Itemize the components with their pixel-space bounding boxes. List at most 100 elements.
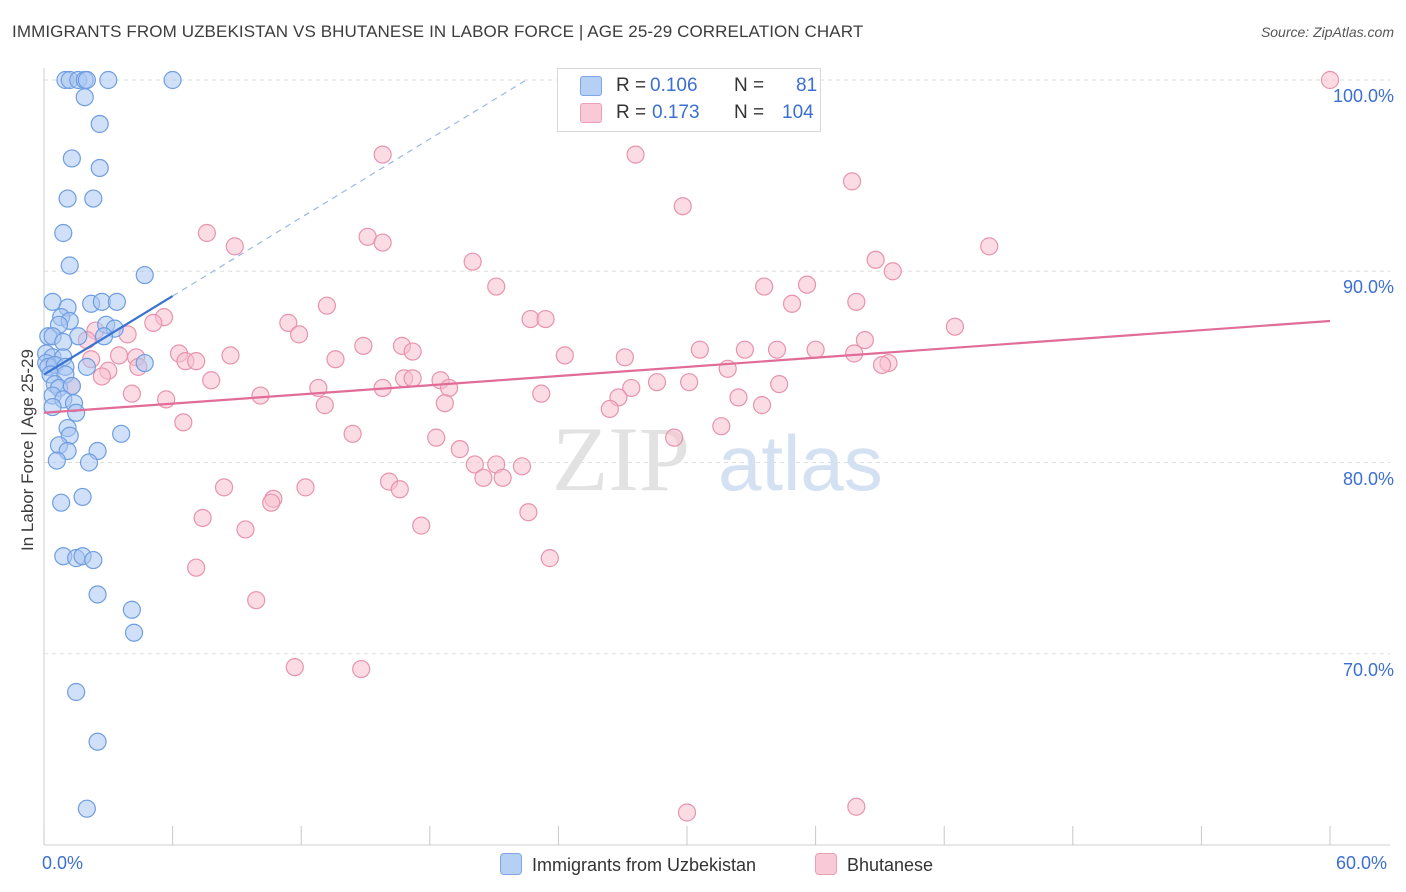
bhutanese-point xyxy=(782,294,802,313)
bhutanese-point xyxy=(174,413,193,432)
bhutanese-point xyxy=(317,296,337,315)
uzbekistan-point xyxy=(62,149,81,168)
bhutanese-point xyxy=(712,417,731,436)
bhutanese-point xyxy=(770,374,789,394)
bhutanese-point xyxy=(144,313,163,332)
uzbekistan-point xyxy=(77,70,96,90)
bhutanese-point xyxy=(752,396,772,415)
uzbekistan-point xyxy=(90,158,109,178)
bhutanese-point xyxy=(251,386,270,405)
bhutanese-point xyxy=(187,558,206,577)
bhutanese-point xyxy=(532,384,551,403)
uzbekistan-point xyxy=(58,189,77,208)
gridlines xyxy=(44,79,1390,655)
bhutanese-point xyxy=(622,378,641,398)
uzbekistan-point xyxy=(112,424,131,443)
bhutanese-point xyxy=(1320,70,1340,90)
uzbekistan-point xyxy=(67,403,86,422)
bhutanese-point xyxy=(855,331,874,350)
bhutanese-point xyxy=(403,342,422,361)
uzbekistan-trend-extension xyxy=(172,79,527,297)
bhutanese-point xyxy=(289,325,309,344)
bhutanese-point xyxy=(600,399,619,419)
bhutanese-point xyxy=(665,428,684,447)
bhutanese-point xyxy=(735,340,754,359)
uzbekistan-point xyxy=(54,332,73,352)
bhutanese-point xyxy=(193,508,212,528)
uzbekistan-point xyxy=(99,70,118,90)
uzbekistan-point xyxy=(163,70,182,90)
legend-r-label: R = xyxy=(616,75,647,96)
bhutanese-point xyxy=(806,340,825,359)
bhutanese-point xyxy=(439,378,459,398)
bhutanese-point xyxy=(326,350,345,369)
bhutanese-point xyxy=(427,428,446,447)
uzbekistan-point xyxy=(52,493,71,512)
legend-n-value: 81 xyxy=(796,75,818,96)
bhutanese-point xyxy=(615,348,634,367)
bhutanese-point xyxy=(465,455,484,474)
bhutanese-point xyxy=(842,172,862,191)
bottom-legend-label-bhutanese: Bhutanese xyxy=(847,855,934,875)
bhutanese-trend-line xyxy=(43,319,1331,414)
bhutanese-point xyxy=(519,503,538,522)
bhutanese-point xyxy=(677,803,697,822)
watermark-zip: ZIP xyxy=(552,408,690,510)
chart-title: IMMIGRANTS FROM UZBEKISTAN VS BHUTANESE … xyxy=(12,22,864,41)
x-tick-label-left: 0.0% xyxy=(42,853,84,873)
uzbekistan-point xyxy=(77,357,96,376)
bhutanese-point xyxy=(673,197,692,216)
bhutanese-point xyxy=(262,493,281,512)
uzbekistan-point xyxy=(73,487,92,507)
legend-n-label: N = xyxy=(734,75,765,96)
bhutanese-point xyxy=(315,396,334,415)
bhutanese-point xyxy=(236,520,255,539)
bottom-legend-swatch-pink xyxy=(815,853,837,875)
bhutanese-point xyxy=(980,237,999,256)
bhutanese-point xyxy=(872,355,892,375)
bhutanese-point xyxy=(343,424,362,443)
bhutanese-point xyxy=(354,336,373,355)
bhutanese-point xyxy=(214,478,234,497)
legend-n-label: N = xyxy=(734,102,765,123)
bhutanese-point xyxy=(225,237,244,256)
bhutanese-point xyxy=(373,145,392,164)
bottom-legend-bhutanese: Bhutanese xyxy=(815,853,933,876)
uzbekistan-point xyxy=(75,88,94,107)
bhutanese-point xyxy=(122,384,141,403)
uzbekistan-point xyxy=(122,600,141,619)
uzbekistan-point xyxy=(88,732,107,751)
trend-lines xyxy=(43,79,1331,414)
legend-r-label: R = xyxy=(616,102,647,123)
legend-n-value: 104 xyxy=(782,102,814,123)
uzbekistan-point xyxy=(47,451,66,470)
bhutanese-point xyxy=(450,440,469,459)
bhutanese-point xyxy=(202,371,221,390)
uzbekistan-point xyxy=(84,550,103,570)
bhutanese-points xyxy=(62,70,1340,822)
uzbekistan-point xyxy=(67,682,86,702)
uzbekistan-point xyxy=(135,353,154,373)
watermark-atlas: atlas xyxy=(718,419,883,507)
bhutanese-point xyxy=(92,367,111,386)
y-tick-label: 80.0% xyxy=(1342,468,1394,489)
bhutanese-point xyxy=(680,373,699,392)
x-tick-label-right: 60.0% xyxy=(1336,853,1388,873)
uzbekistan-point xyxy=(88,585,107,604)
bhutanese-point xyxy=(221,346,240,365)
uzbekistan-point xyxy=(79,453,99,472)
bhutanese-point xyxy=(755,277,774,296)
bhutanese-point xyxy=(626,145,645,164)
bhutanese-point xyxy=(474,468,493,487)
legend-r-value: 0.173 xyxy=(652,102,700,123)
y-tick-label: 70.0% xyxy=(1342,659,1394,680)
bottom-legend-label-uzbekistan: Immigrants from Uzbekistan xyxy=(532,855,757,875)
bhutanese-point xyxy=(187,352,206,371)
uzbekistan-point xyxy=(135,265,154,285)
bhutanese-point xyxy=(512,457,532,476)
y-tick-label: 90.0% xyxy=(1342,277,1394,298)
bhutanese-point xyxy=(767,340,787,359)
bottom-legend-swatch-blue xyxy=(500,853,522,875)
bhutanese-point xyxy=(463,252,482,271)
